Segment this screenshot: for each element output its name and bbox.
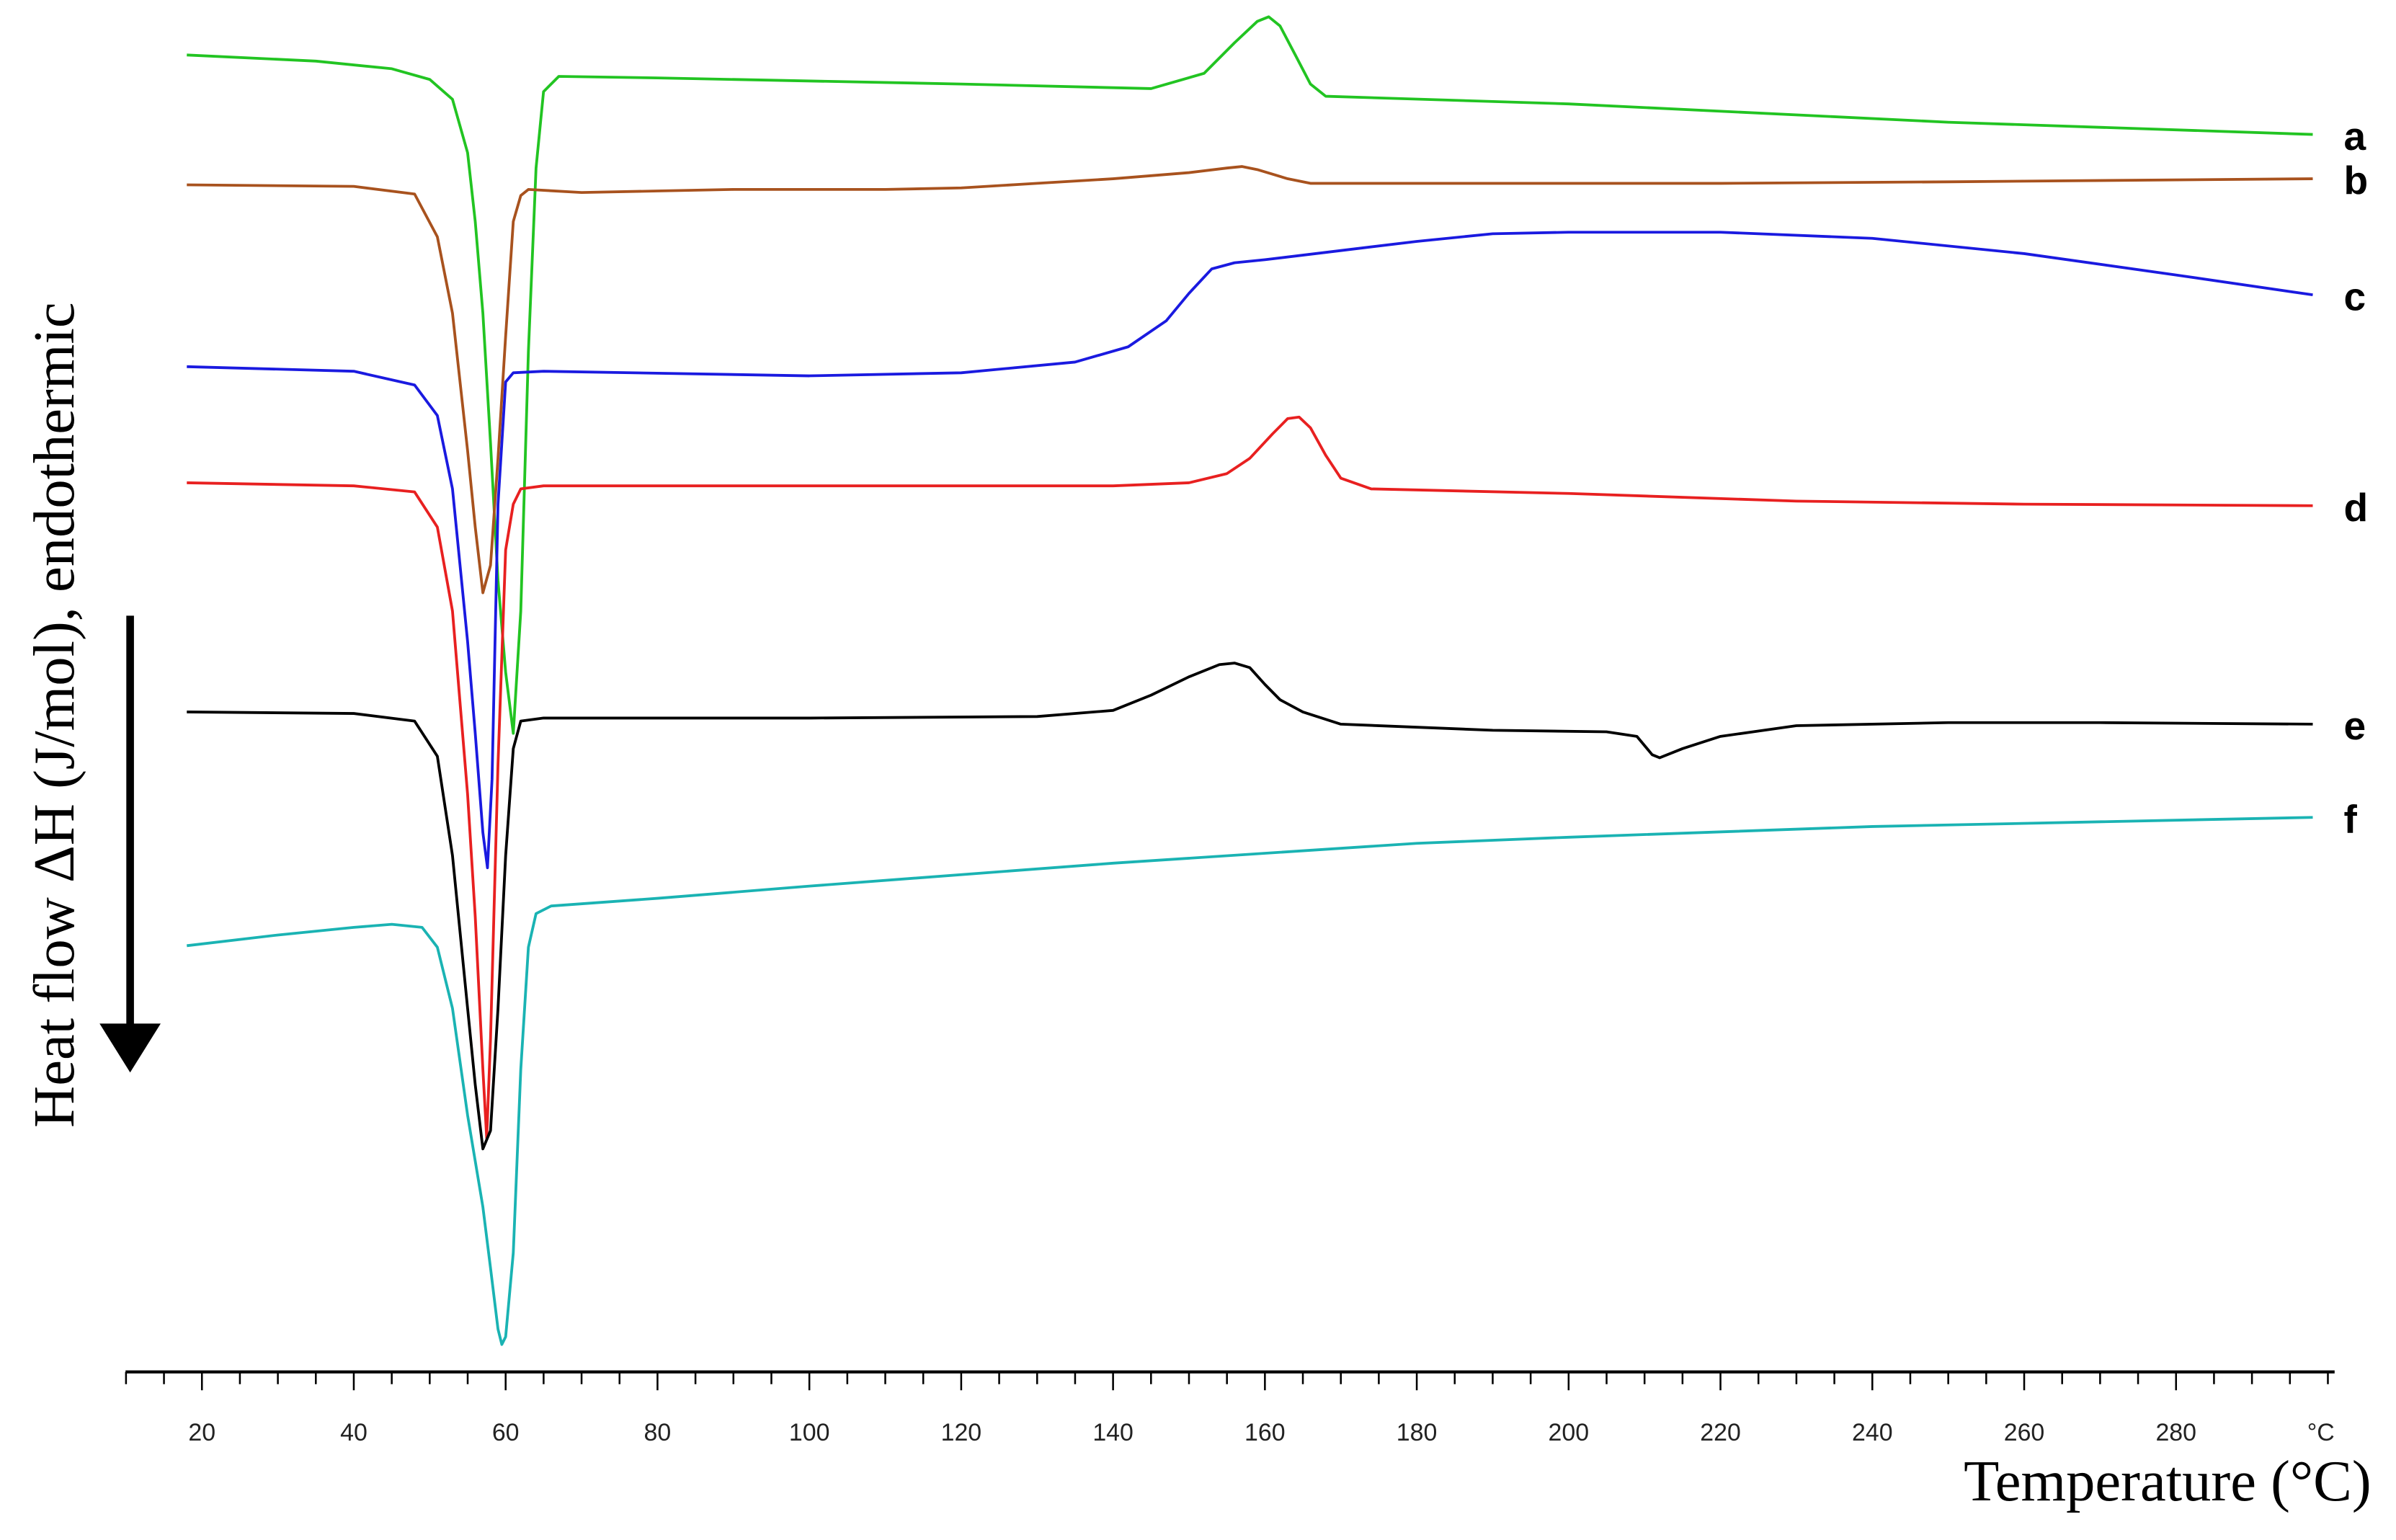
x-tick-label: 100 <box>789 1419 830 1446</box>
series-label-c: c <box>2344 274 2366 319</box>
y-axis-title: Heat flow ΔH (J/mol), endothermic <box>22 302 86 1128</box>
series-line-d <box>187 415 2313 1140</box>
x-tick-labels: 20 40 60 80 100 120 140 160 180 200 220 240 260 280 <box>188 1419 2196 1446</box>
arrow-head-icon <box>99 1023 161 1073</box>
x-axis: 20 40 60 80 100 120 140 160 180 200 220 240 260 280 °… <box>125 1370 2335 1446</box>
series-line-b <box>187 165 2313 595</box>
x-tick-label: 120 <box>941 1419 982 1446</box>
series-label-e: e <box>2344 703 2366 748</box>
series-line-f <box>187 816 2313 1346</box>
x-tick-label: 280 <box>2155 1419 2196 1446</box>
series-label-d: d <box>2344 485 2369 530</box>
x-ticks <box>125 1371 2329 1391</box>
x-tick-label: 80 <box>644 1419 672 1446</box>
x-tick-label: 140 <box>1092 1419 1134 1446</box>
x-tick-label: 180 <box>1397 1419 1438 1446</box>
x-tick-label: 240 <box>1852 1419 1893 1446</box>
series-line-c <box>187 231 2313 870</box>
x-axis-title: Temperature (°C) <box>1964 1449 2371 1513</box>
x-tick-label: 260 <box>2004 1419 2045 1446</box>
series-label-f: f <box>2344 796 2358 841</box>
x-tick-label: 60 <box>492 1419 520 1446</box>
x-unit-tick-label: °C <box>2307 1419 2335 1446</box>
x-tick-label: 160 <box>1244 1419 1286 1446</box>
series-group <box>187 15 2313 1346</box>
series-line-e <box>187 662 2313 1151</box>
x-tick-label: 20 <box>188 1419 215 1446</box>
x-tick-label: 200 <box>1549 1419 1590 1446</box>
series-label-b: b <box>2344 158 2369 202</box>
x-tick-label: 220 <box>1700 1419 1741 1446</box>
series-line-a <box>187 15 2313 735</box>
series-label-a: a <box>2344 114 2366 159</box>
series-label-group: ab c d e f <box>2344 114 2369 842</box>
heat-flow-direction-arrow <box>99 615 161 1073</box>
x-tick-label: 40 <box>340 1419 368 1446</box>
